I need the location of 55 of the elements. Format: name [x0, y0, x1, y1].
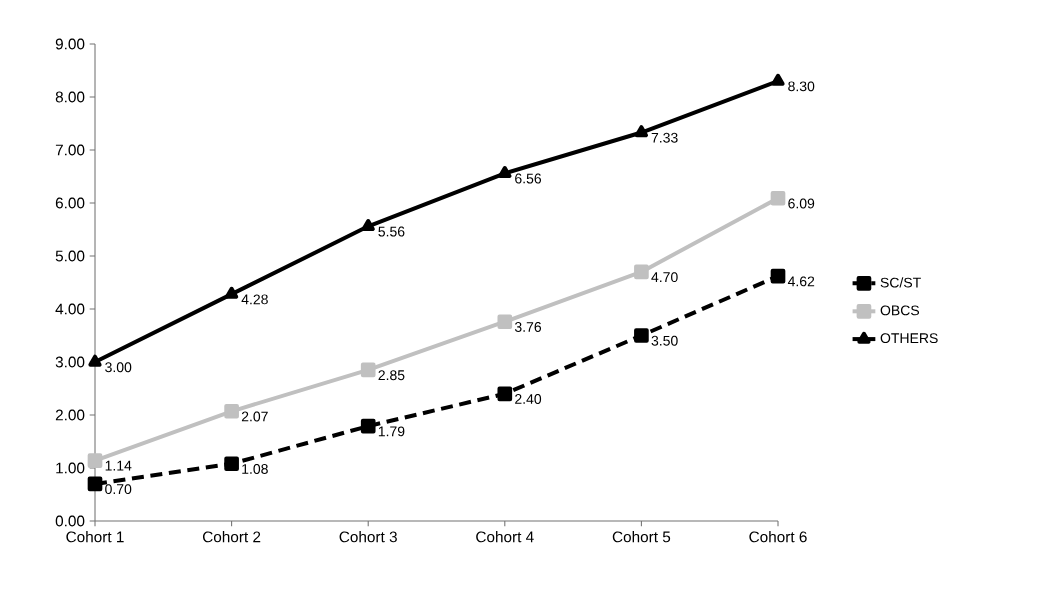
point: [224, 456, 239, 472]
data-label: 3.76: [514, 322, 542, 332]
point: [360, 418, 376, 434]
data-label: 1.79: [378, 426, 405, 437]
y-tick-label: 2.00: [55, 409, 85, 421]
data-label: 1.14: [105, 460, 132, 471]
data-label: 2.40: [515, 394, 542, 404]
point: [224, 286, 239, 299]
data-label: 0.70: [105, 484, 132, 495]
x-tick-label: Cohort 3: [339, 531, 397, 543]
y-tick-label: 3.00: [55, 356, 85, 368]
point: [497, 314, 513, 330]
legend-label: SC/ST: [880, 277, 921, 288]
point: [634, 328, 649, 343]
data-label: 2.85: [378, 370, 405, 381]
data-label: 2.07: [241, 411, 268, 422]
x-tick-label: Cohort 6: [749, 531, 807, 543]
point: [87, 453, 103, 468]
point: [360, 362, 376, 378]
point: [770, 268, 786, 284]
point: [361, 218, 375, 231]
y-tick-label: 1.00: [56, 462, 85, 474]
legend-label: OBCS: [880, 305, 920, 316]
point: [498, 165, 512, 178]
y-tick-label: 9.00: [55, 38, 85, 50]
point: [88, 354, 102, 367]
legend-label: OTHERS: [880, 333, 938, 344]
x-tick-label: Cohort 1: [66, 531, 124, 543]
data-label: 4.70: [651, 272, 678, 283]
point: [771, 73, 785, 86]
y-tick-label: 4.00: [55, 303, 85, 315]
data-label: 5.56: [378, 226, 405, 237]
data-label: 7.33: [651, 132, 678, 143]
data-label: 4.62: [787, 276, 815, 287]
point: [634, 264, 649, 280]
x-tick-label: Cohort 2: [202, 531, 261, 543]
x-tick-label: Cohort 4: [476, 531, 534, 543]
data-label: 4.28: [241, 294, 268, 305]
point: [224, 403, 239, 419]
y-tick-label: 6.00: [55, 197, 85, 209]
data-label: 3.50: [651, 335, 678, 346]
point: [87, 476, 103, 492]
y-tick-label: 0.00: [55, 515, 85, 527]
data-label: 8.30: [788, 81, 815, 92]
point: [634, 125, 649, 138]
y-tick-label: 5.00: [55, 250, 85, 262]
point: [497, 386, 513, 402]
point: [770, 190, 786, 206]
data-label: 6.09: [788, 198, 815, 209]
x-tick-label: Cohort 5: [612, 531, 671, 543]
data-label: 1.08: [242, 464, 268, 474]
y-tick-label: 8.00: [55, 91, 85, 103]
data-label: 6.56: [515, 173, 542, 184]
y-tick-label: 7.00: [55, 144, 85, 156]
data-label: 3.00: [105, 362, 132, 373]
